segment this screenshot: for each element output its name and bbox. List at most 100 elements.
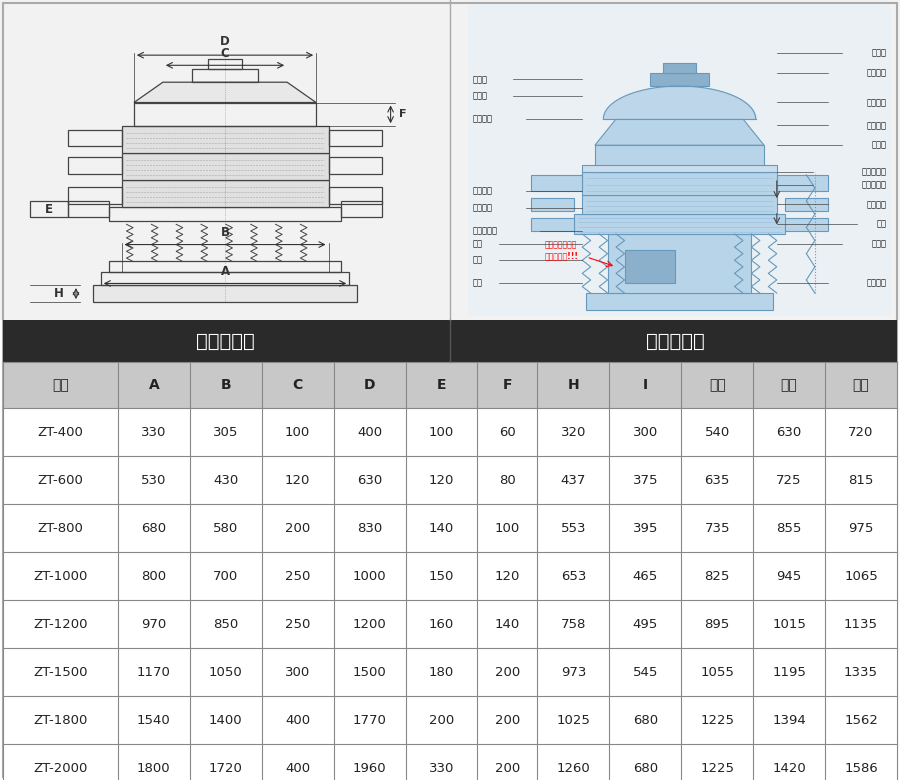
Polygon shape xyxy=(595,119,764,145)
Text: 895: 895 xyxy=(705,618,730,630)
Bar xyxy=(328,129,382,147)
Text: 下部重锤: 下部重锤 xyxy=(867,278,886,288)
Text: 800: 800 xyxy=(141,569,166,583)
Text: 1025: 1025 xyxy=(556,714,590,726)
Text: 橡胶球: 橡胶球 xyxy=(872,140,886,150)
Text: 顶部框架: 顶部框架 xyxy=(472,115,492,123)
Text: 200: 200 xyxy=(495,761,520,775)
Text: B: B xyxy=(220,378,231,392)
Text: 430: 430 xyxy=(213,473,238,487)
Text: ZT-1200: ZT-1200 xyxy=(33,618,87,630)
Text: 545: 545 xyxy=(633,665,658,679)
Text: 815: 815 xyxy=(849,473,874,487)
Text: 330: 330 xyxy=(428,761,454,775)
Text: 100: 100 xyxy=(429,426,454,438)
Bar xyxy=(587,293,772,310)
Bar xyxy=(122,153,328,180)
Text: 电动机: 电动机 xyxy=(872,239,886,248)
Text: 1540: 1540 xyxy=(137,714,171,726)
Bar xyxy=(0,0,900,320)
Bar xyxy=(3,648,897,696)
Text: 一层: 一层 xyxy=(709,378,725,392)
Text: 60: 60 xyxy=(500,426,516,438)
Text: A: A xyxy=(148,378,159,392)
Bar xyxy=(650,73,709,86)
Text: 395: 395 xyxy=(633,522,658,534)
Text: 320: 320 xyxy=(561,426,586,438)
Text: E: E xyxy=(436,378,446,392)
Text: 970: 970 xyxy=(141,618,166,630)
Text: 250: 250 xyxy=(285,569,310,583)
Text: 弹簧: 弹簧 xyxy=(472,256,482,264)
Text: 530: 530 xyxy=(141,473,166,487)
Text: 120: 120 xyxy=(285,473,310,487)
Text: 973: 973 xyxy=(561,665,586,679)
Bar xyxy=(595,145,764,172)
Text: 进料口: 进料口 xyxy=(872,48,886,58)
Text: 300: 300 xyxy=(633,426,658,438)
Text: 振体: 振体 xyxy=(877,220,886,229)
Text: 1065: 1065 xyxy=(844,569,878,583)
Text: 小尺寸排料: 小尺寸排料 xyxy=(472,226,497,235)
Text: C: C xyxy=(220,48,230,60)
Text: 100: 100 xyxy=(285,426,310,438)
Text: 758: 758 xyxy=(561,618,586,630)
Text: 80: 80 xyxy=(500,473,516,487)
Text: 100: 100 xyxy=(495,522,520,534)
Text: 一般结构图: 一般结构图 xyxy=(645,332,705,350)
Bar xyxy=(192,69,258,82)
Text: ZT-2000: ZT-2000 xyxy=(33,761,87,775)
Text: 1015: 1015 xyxy=(772,618,806,630)
Bar xyxy=(785,198,828,211)
Bar xyxy=(328,187,382,204)
Bar xyxy=(3,696,897,744)
Text: 球形清洁板: 球形清洁板 xyxy=(862,167,886,176)
Text: 975: 975 xyxy=(849,522,874,534)
Text: 725: 725 xyxy=(777,473,802,487)
Bar xyxy=(582,194,777,215)
Text: 1170: 1170 xyxy=(137,665,171,679)
Text: 1055: 1055 xyxy=(700,665,734,679)
Text: 束环: 束环 xyxy=(472,239,482,248)
Text: C: C xyxy=(292,378,302,392)
Text: 1586: 1586 xyxy=(844,761,878,775)
Text: 680: 680 xyxy=(141,522,166,534)
Text: 1225: 1225 xyxy=(700,714,734,726)
Text: 筛网法兰: 筛网法兰 xyxy=(867,121,886,130)
Text: 680: 680 xyxy=(633,761,658,775)
Text: ZT-1000: ZT-1000 xyxy=(33,569,87,583)
Bar xyxy=(785,218,828,231)
Text: 1960: 1960 xyxy=(353,761,386,775)
Text: 1394: 1394 xyxy=(772,714,806,726)
Text: 1200: 1200 xyxy=(353,618,386,630)
Text: ZT-400: ZT-400 xyxy=(38,426,84,438)
Text: D: D xyxy=(364,378,375,392)
Bar xyxy=(531,198,574,211)
Bar xyxy=(3,600,897,648)
Bar xyxy=(68,200,109,218)
Polygon shape xyxy=(134,82,316,102)
Text: 400: 400 xyxy=(285,761,310,775)
Text: 200: 200 xyxy=(495,714,520,726)
Text: I: I xyxy=(643,378,648,392)
Text: 1800: 1800 xyxy=(137,761,171,775)
Text: 437: 437 xyxy=(561,473,586,487)
Bar xyxy=(777,175,828,191)
Bar xyxy=(662,63,697,73)
Text: 120: 120 xyxy=(428,473,454,487)
Bar xyxy=(3,744,897,780)
Text: 830: 830 xyxy=(357,522,382,534)
Text: 辅助筛网: 辅助筛网 xyxy=(867,98,886,107)
Text: A: A xyxy=(220,265,230,278)
Bar xyxy=(101,271,349,285)
Text: 375: 375 xyxy=(633,473,658,487)
Text: 型号: 型号 xyxy=(52,378,68,392)
Text: 160: 160 xyxy=(429,618,454,630)
Text: 300: 300 xyxy=(285,665,310,679)
Bar xyxy=(582,165,777,172)
Text: 720: 720 xyxy=(849,426,874,438)
Bar xyxy=(31,200,68,218)
Bar xyxy=(531,218,574,231)
Text: 1260: 1260 xyxy=(556,761,590,775)
Text: 1770: 1770 xyxy=(353,714,386,726)
